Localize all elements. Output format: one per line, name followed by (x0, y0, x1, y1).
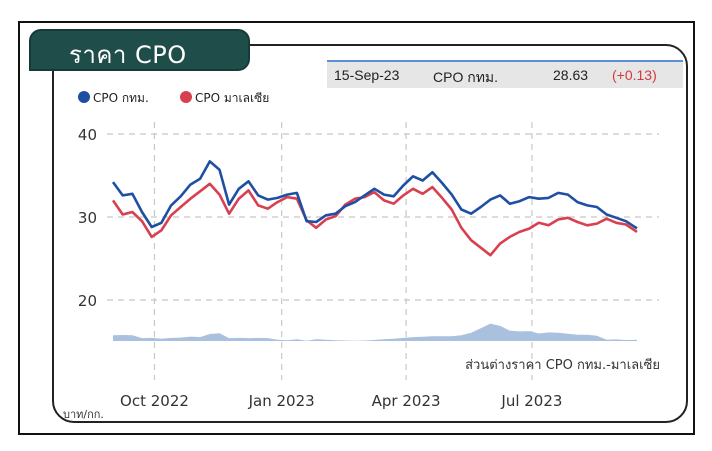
grid-lines (107, 122, 659, 380)
legend-marker-bkk (78, 91, 90, 103)
title-tab: ราคา CPO (29, 29, 250, 71)
x-tick-label: Jan 2023 (248, 392, 315, 410)
series-line-bkk (111, 160, 638, 230)
legend-label-malaysia: CPO มาเลเซีย (195, 91, 269, 105)
page-title: ราคา CPO (69, 41, 187, 69)
legend: CPO กทม. CPO มาเลเซีย (78, 91, 269, 105)
y-unit-label: บาท/กก. (63, 408, 104, 421)
series-line-malaysia (111, 182, 638, 257)
y-tick-label: 20 (78, 292, 97, 310)
legend-marker-malaysia (180, 91, 192, 103)
y-tick-label: 40 (78, 126, 97, 144)
axis-ticks: 20 30 40 Oct 2022 Jan 2023 Apr 2023 Jul 2023 (78, 126, 563, 410)
spread-area-group (113, 323, 637, 341)
info-label: CPO กทม. (433, 69, 499, 85)
x-tick-label: Apr 2023 (372, 392, 441, 410)
info-date: 15-Sep-23 (334, 67, 400, 83)
spread-label: ส่วนต่างราคา CPO กทม.-มาเลเซีย (465, 357, 660, 373)
x-tick-label: Jul 2023 (500, 392, 562, 410)
spread-area (113, 323, 637, 341)
series-lines-group (111, 160, 638, 257)
info-change: (+0.13) (612, 67, 657, 83)
info-bar: 15-Sep-23 CPO กทม. 28.63 (+0.13) (327, 60, 683, 88)
info-value: 28.63 (553, 67, 589, 83)
x-tick-label: Oct 2022 (120, 392, 189, 410)
legend-label-bkk: CPO กทม. (93, 91, 149, 105)
y-tick-label: 30 (78, 209, 97, 227)
